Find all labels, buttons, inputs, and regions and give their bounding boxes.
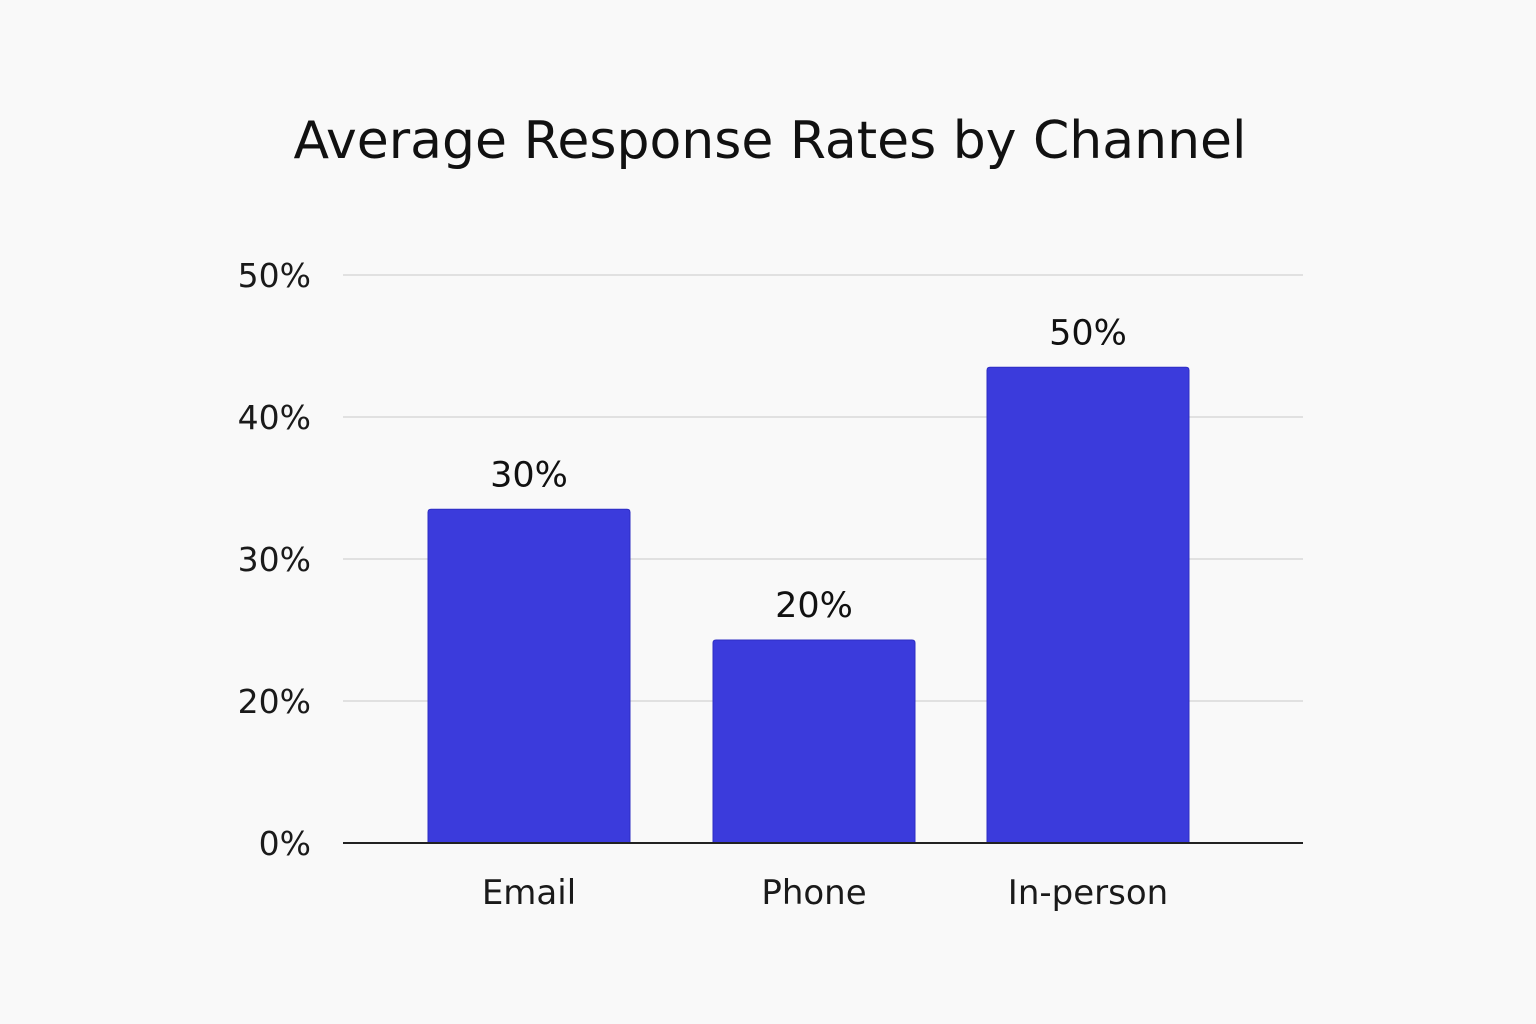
x-category-label: Email	[482, 873, 576, 913]
data-label-phone: 20%	[775, 586, 853, 626]
x-category-label: Phone	[761, 873, 866, 913]
chart-title: Average Response Rates by Channel	[294, 111, 1247, 171]
x-axis-categories: Email Phone In-person	[482, 873, 1168, 913]
y-tick-label: 50%	[238, 256, 311, 295]
y-tick-label: 0%	[259, 824, 311, 863]
y-axis-ticks: 0% 20% 30% 40% 50%	[238, 256, 311, 863]
x-category-label: In-person	[1008, 873, 1168, 913]
y-tick-label: 40%	[238, 398, 311, 437]
data-label-email: 30%	[490, 455, 568, 495]
bars	[427, 366, 1190, 844]
y-tick-label: 20%	[238, 682, 311, 721]
bar-phone	[712, 639, 916, 844]
bar-in-person	[986, 366, 1190, 844]
data-label-in-person: 50%	[1049, 313, 1127, 353]
bar-email	[427, 508, 631, 844]
data-labels: 30% 20% 50%	[490, 313, 1127, 626]
y-tick-label: 30%	[238, 540, 311, 579]
